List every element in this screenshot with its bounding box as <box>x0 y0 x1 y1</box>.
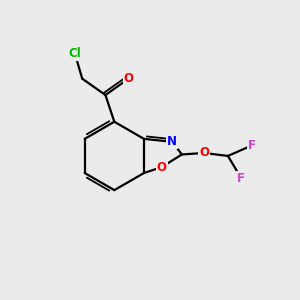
Text: O: O <box>199 146 209 160</box>
Text: O: O <box>157 160 167 174</box>
Text: N: N <box>167 135 177 148</box>
Text: F: F <box>248 139 256 152</box>
Text: F: F <box>237 172 245 185</box>
Text: Cl: Cl <box>68 47 81 60</box>
Text: O: O <box>124 72 134 85</box>
